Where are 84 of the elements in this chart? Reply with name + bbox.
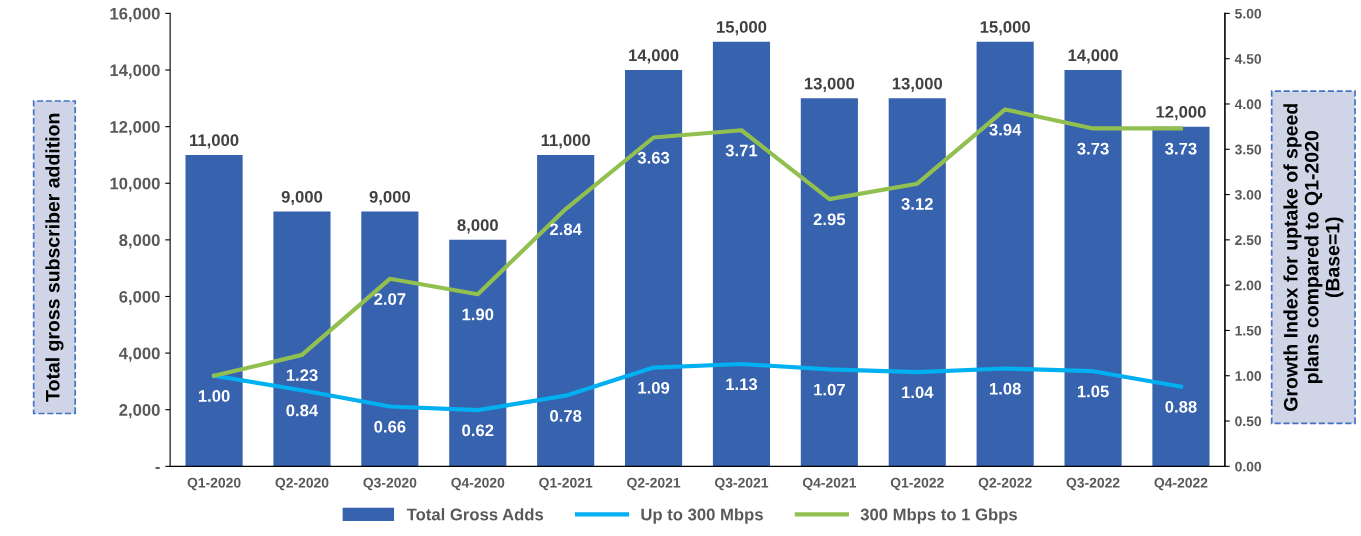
y2-tick-label: 2.00: [1235, 280, 1262, 291]
y-tick-label: -: [155, 467, 160, 470]
legend-label: Up to 300 Mbps: [641, 508, 763, 524]
data-label: 13,000: [892, 77, 943, 92]
bar: [712, 41, 771, 467]
y2-tick-label: 5.00: [1235, 8, 1262, 19]
data-label: 13,000: [804, 77, 855, 92]
bar: [273, 211, 331, 467]
x-tick-label: Q4-2020: [451, 477, 505, 491]
bar: [449, 239, 507, 467]
data-label: 14,000: [1068, 49, 1118, 64]
y-tick-label: 10,000: [110, 177, 160, 192]
x-tick-label: Q1-2021: [539, 477, 593, 491]
data-label: 3.12: [901, 198, 933, 210]
y2-tick-label: 4.50: [1234, 54, 1262, 64]
x-tick-label: Q3-2022: [1066, 477, 1120, 491]
y-tick-label: 4,000: [118, 347, 160, 362]
data-label: 11,000: [541, 134, 591, 149]
x-tick-label: Q2-2021: [627, 477, 681, 491]
y2-tick-label: 3.00: [1234, 189, 1262, 200]
data-label: 3.94: [989, 123, 1022, 136]
y2-tick-label: 1.00: [1235, 371, 1262, 381]
data-label: 1.09: [638, 381, 670, 394]
y-tick-label: 2,000: [119, 404, 160, 419]
x-tick-label: Q2-2022: [978, 477, 1032, 491]
y2-tick-label: 0.00: [1235, 461, 1262, 472]
data-label: 3.73: [1165, 142, 1197, 155]
data-label: 3.63: [637, 151, 670, 164]
data-label: 2.07: [374, 293, 406, 305]
bar: [888, 98, 946, 467]
y2-tick-label: 3.50: [1234, 144, 1262, 155]
data-label: 1.04: [902, 386, 934, 399]
bar: [361, 211, 419, 467]
y-tick-label: 8,000: [119, 234, 160, 249]
data-label: 15,000: [980, 21, 1030, 36]
y2-tick-label: 0.50: [1235, 416, 1262, 427]
data-label: 0.78: [550, 409, 582, 422]
data-label: 9,000: [281, 190, 323, 206]
data-label: 9,000: [369, 190, 411, 206]
y2-axis-title: Growth Index for uptake of speed plans compared to Q1-2020 (Base=1): [1283, 104, 1344, 411]
x-tick-label: Q1-2022: [890, 477, 944, 491]
bar: [1152, 126, 1210, 467]
y2-tick-label: 2.50: [1235, 235, 1262, 246]
data-label: 0.84: [286, 404, 319, 417]
data-label: 3.73: [1077, 142, 1109, 155]
data-label: 11,000: [190, 134, 239, 149]
y2-tick-label: 1.50: [1235, 325, 1262, 336]
x-tick-label: Q4-2022: [1154, 477, 1208, 491]
data-label: 12,000: [1156, 105, 1206, 121]
data-label: 2.95: [813, 213, 846, 226]
x-tick-label: Q1-2020: [187, 477, 241, 491]
data-label: 14,000: [629, 49, 679, 64]
x-tick-label: Q2-2020: [275, 477, 329, 491]
bar: [537, 154, 595, 467]
legend-label: 300 Mbps to 1 Gbps: [860, 508, 1017, 524]
bar: [1064, 70, 1122, 467]
x-tick-label: Q3-2020: [363, 477, 417, 491]
bar: [976, 41, 1034, 467]
y-tick-label: 16,000: [110, 7, 160, 23]
x-tick-label: Q3-2021: [715, 477, 769, 491]
data-label: 2.84: [550, 223, 582, 236]
data-label: 0.66: [374, 420, 406, 433]
data-label: 3.71: [725, 144, 758, 157]
y-axis-title: Total gross subscriber addition: [45, 113, 64, 402]
data-label: 1.90: [462, 308, 494, 321]
data-label: 8,000: [457, 219, 498, 234]
data-label: 1.08: [989, 382, 1021, 395]
legend-label: Total Gross Adds: [406, 508, 544, 521]
data-label: 1.05: [1077, 385, 1109, 398]
data-label: 1.23: [286, 369, 318, 382]
bar: [800, 98, 858, 467]
y-tick-label: 6,000: [119, 290, 160, 306]
data-label: 15,000: [717, 21, 767, 36]
bar: [625, 70, 683, 467]
y-tick-label: 12,000: [110, 121, 160, 136]
data-label: 1.00: [198, 390, 230, 402]
bar: [185, 154, 243, 467]
data-label: 1.07: [814, 383, 845, 396]
y-tick-label: 14,000: [110, 64, 160, 79]
data-label: 0.88: [1165, 400, 1197, 413]
y2-tick-label: 4.00: [1234, 99, 1262, 110]
x-tick-label: Q4-2021: [802, 477, 856, 491]
data-label: 1.13: [726, 378, 758, 391]
data-label: 0.62: [462, 424, 494, 437]
